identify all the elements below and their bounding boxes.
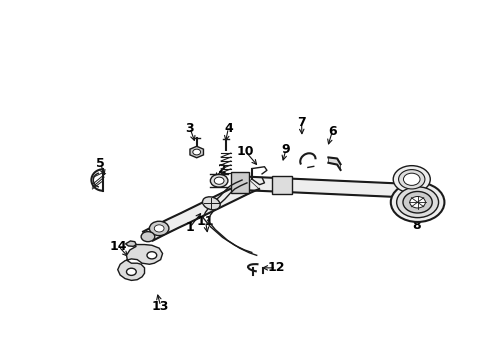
Text: 5: 5 bbox=[96, 157, 105, 170]
Circle shape bbox=[396, 187, 438, 218]
Polygon shape bbox=[189, 146, 203, 158]
Circle shape bbox=[126, 268, 136, 275]
Circle shape bbox=[147, 252, 157, 259]
Polygon shape bbox=[328, 157, 340, 170]
Text: 8: 8 bbox=[411, 219, 420, 233]
Circle shape bbox=[210, 174, 227, 187]
FancyBboxPatch shape bbox=[272, 176, 291, 194]
Circle shape bbox=[192, 149, 200, 155]
Polygon shape bbox=[242, 176, 417, 198]
Circle shape bbox=[390, 183, 444, 222]
Text: 12: 12 bbox=[267, 261, 285, 274]
Circle shape bbox=[403, 173, 419, 185]
Text: 6: 6 bbox=[327, 125, 336, 138]
Text: 10: 10 bbox=[236, 145, 254, 158]
Circle shape bbox=[402, 192, 431, 213]
Text: 2: 2 bbox=[218, 163, 226, 176]
Circle shape bbox=[149, 221, 168, 235]
Text: 13: 13 bbox=[152, 300, 169, 313]
Text: 3: 3 bbox=[185, 122, 194, 135]
Circle shape bbox=[409, 197, 425, 208]
Text: 1: 1 bbox=[185, 221, 194, 234]
Circle shape bbox=[214, 177, 224, 184]
Text: 14: 14 bbox=[110, 240, 127, 253]
Circle shape bbox=[398, 170, 424, 189]
Polygon shape bbox=[118, 244, 162, 280]
Polygon shape bbox=[125, 241, 136, 246]
Circle shape bbox=[392, 166, 429, 193]
Circle shape bbox=[154, 225, 163, 232]
FancyBboxPatch shape bbox=[230, 172, 249, 193]
Polygon shape bbox=[143, 180, 259, 240]
Circle shape bbox=[141, 231, 155, 242]
Ellipse shape bbox=[202, 197, 220, 210]
Text: 11: 11 bbox=[196, 215, 214, 228]
Text: 7: 7 bbox=[297, 116, 305, 129]
Text: 4: 4 bbox=[224, 122, 232, 135]
Text: 9: 9 bbox=[281, 143, 290, 156]
